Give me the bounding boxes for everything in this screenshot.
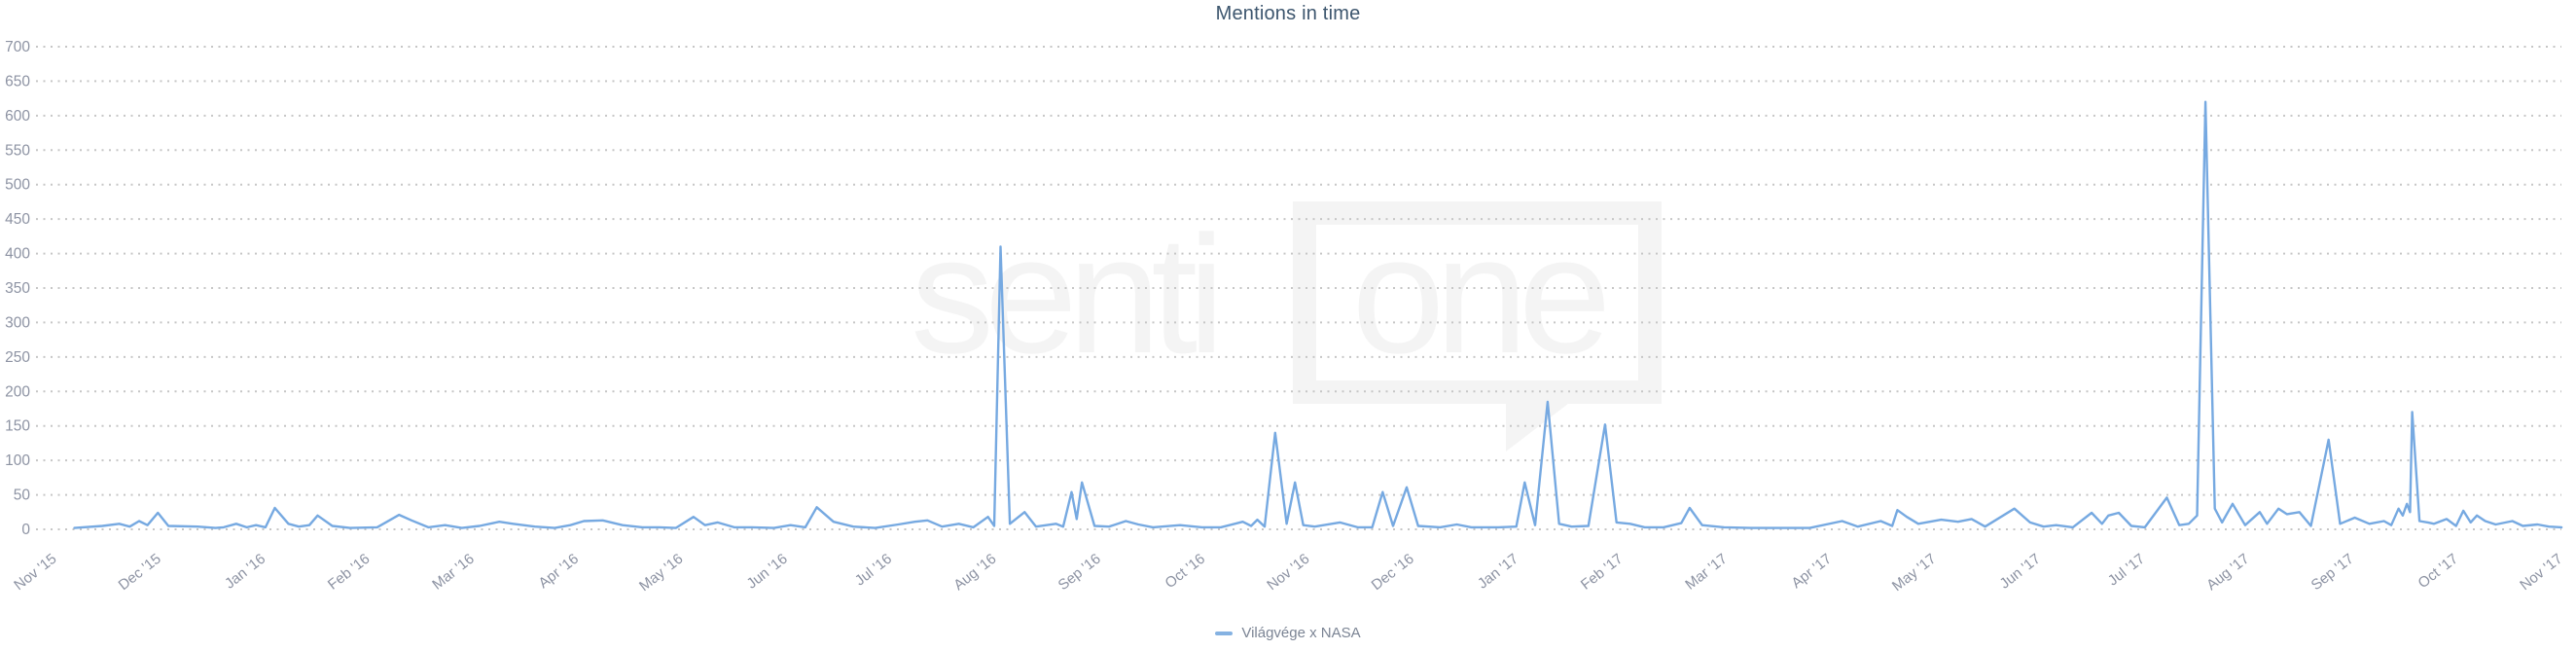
y-tick-label: 50 (14, 488, 31, 504)
x-tick-label: Dec '16 (1369, 551, 1417, 594)
x-tick-label: Apr '16 (536, 551, 583, 592)
watermark-bubble-tail (1506, 387, 1590, 451)
y-tick-label: 100 (5, 452, 30, 469)
x-tick-label: Jan '17 (1475, 551, 1521, 593)
x-tick-label: Sep '17 (2308, 551, 2357, 594)
y-tick-label: 400 (5, 246, 30, 263)
x-tick-label: Jun '17 (1997, 551, 2044, 593)
y-tick-label: 500 (5, 177, 30, 194)
x-tick-label: Feb '16 (325, 551, 374, 594)
x-tick-label: Mar '16 (429, 551, 478, 594)
watermark-bubble (1293, 201, 1662, 404)
x-tick-label: Nov '16 (1264, 551, 1312, 594)
x-tick-label: May '17 (1889, 551, 1939, 595)
x-tick-label: Mar '17 (1682, 551, 1731, 594)
legend: Világvége x NASA (0, 625, 2576, 641)
x-tick-label: Aug '16 (950, 551, 999, 594)
watermark-text-left: senti (911, 201, 1215, 388)
legend-label: Világvége x NASA (1241, 625, 1361, 641)
y-tick-label: 350 (5, 280, 30, 297)
x-tick-label: Feb '17 (1578, 551, 1627, 594)
chart-title: Mentions in time (1215, 3, 1361, 24)
x-tick-label: Aug '17 (2203, 551, 2252, 594)
x-tick-label: Sep '16 (1055, 551, 1104, 594)
x-tick-label: Oct '17 (2415, 551, 2462, 592)
watermark-text-right: one (1352, 201, 1605, 388)
x-tick-label: Jul '17 (2105, 551, 2148, 590)
x-tick-label: Nov '17 (2517, 551, 2565, 594)
legend-item[interactable]: Világvége x NASA (1215, 625, 1361, 641)
y-tick-label: 200 (5, 383, 30, 400)
x-tick-label: Dec '15 (116, 551, 164, 594)
y-tick-label: 150 (5, 418, 30, 435)
y-tick-label: 0 (21, 522, 30, 538)
x-tick-label: Apr '17 (1789, 551, 1836, 592)
series-line (73, 100, 2563, 529)
y-tick-label: 700 (5, 39, 30, 55)
legend-dash-icon (1215, 631, 1234, 635)
y-tick-label: 650 (5, 73, 30, 90)
y-tick-label: 250 (5, 349, 30, 366)
x-tick-label: Jul '16 (852, 551, 895, 590)
x-tick-label: Jan '16 (222, 551, 268, 593)
y-tick-label: 600 (5, 108, 30, 125)
x-tick-label: Jun '16 (744, 551, 791, 593)
x-tick-label: Nov '15 (11, 551, 59, 594)
y-tick-label: 300 (5, 314, 30, 331)
y-tick-label: 550 (5, 142, 30, 159)
x-tick-label: Oct '16 (1163, 551, 1209, 592)
y-tick-label: 450 (5, 211, 30, 228)
x-tick-label: May '16 (636, 551, 686, 595)
